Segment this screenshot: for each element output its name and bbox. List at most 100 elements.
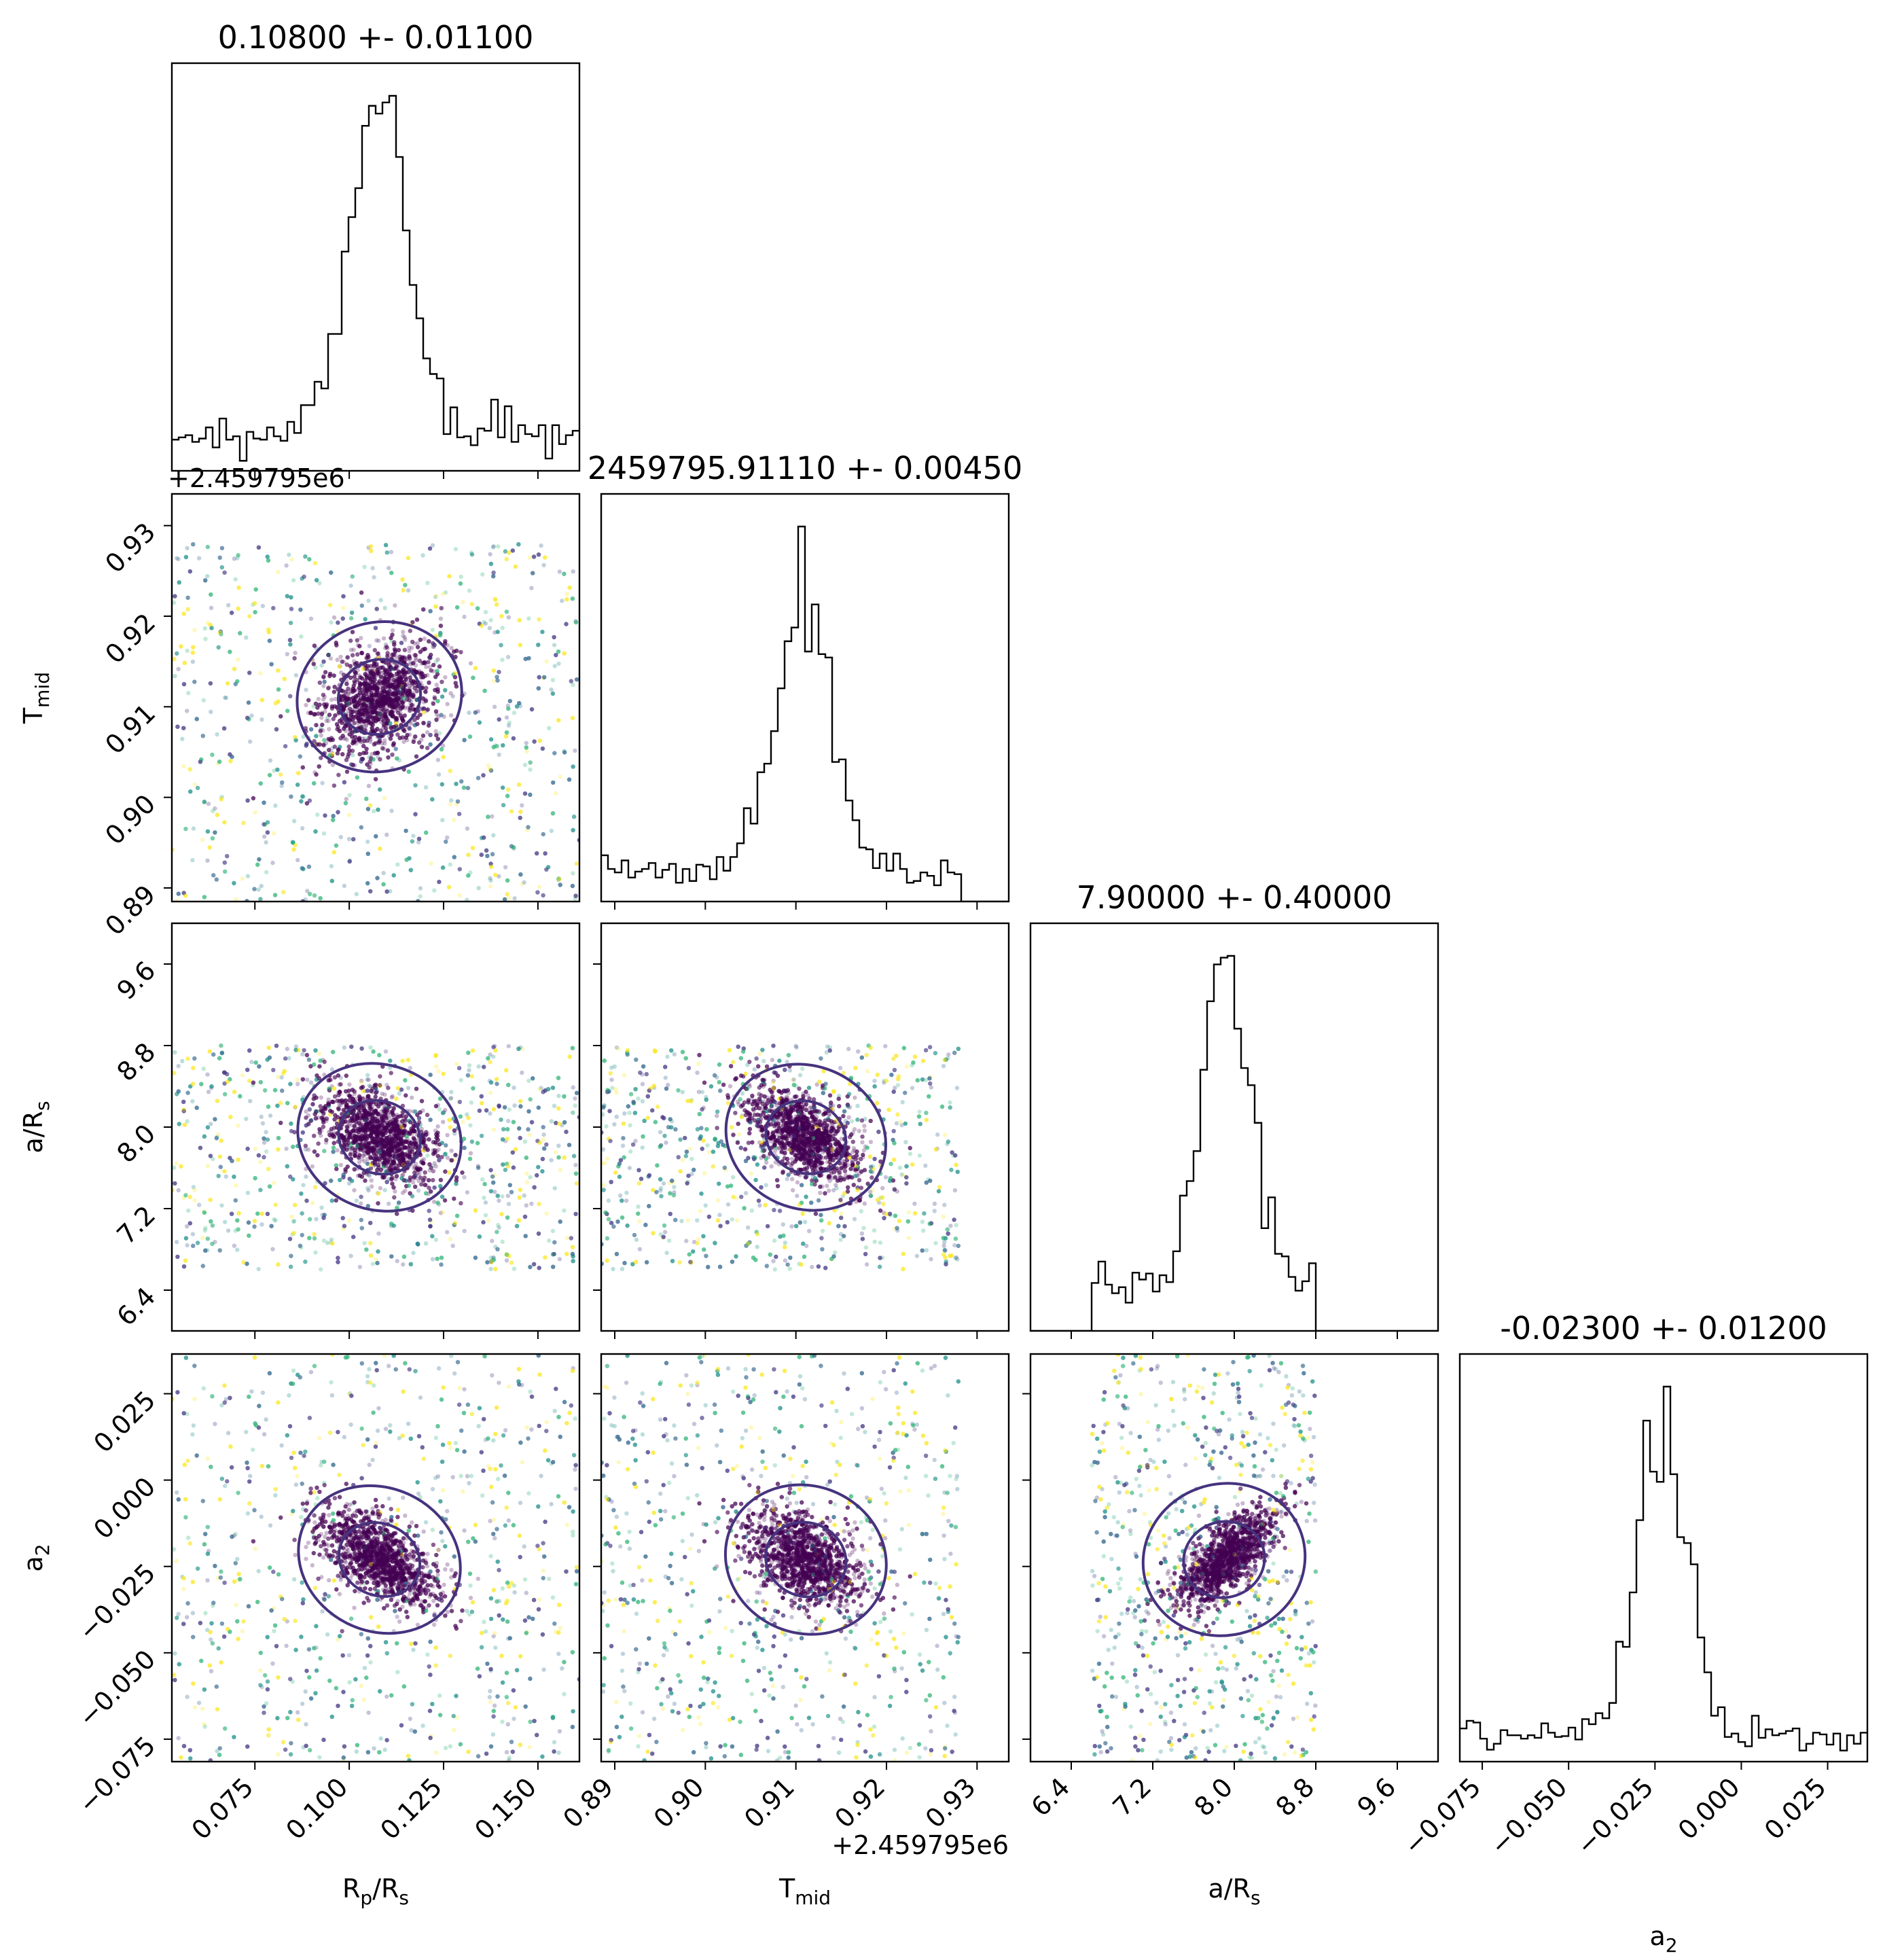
point	[351, 647, 356, 652]
point	[284, 563, 289, 568]
point	[556, 877, 561, 883]
point	[378, 703, 382, 708]
point	[411, 739, 416, 745]
point	[373, 777, 378, 782]
point	[571, 682, 575, 688]
point	[312, 643, 317, 648]
point	[344, 696, 350, 700]
point	[401, 691, 406, 696]
point	[365, 689, 370, 694]
point	[370, 669, 375, 673]
point	[387, 676, 391, 681]
point	[426, 639, 431, 643]
point	[329, 753, 334, 758]
point	[491, 833, 496, 838]
point	[450, 694, 455, 698]
point	[328, 656, 333, 661]
point	[433, 660, 439, 664]
point	[552, 643, 557, 647]
point	[367, 700, 372, 705]
point	[473, 710, 478, 715]
point	[264, 840, 268, 845]
point	[477, 621, 482, 626]
point	[383, 669, 388, 673]
point	[448, 862, 452, 867]
point	[298, 607, 303, 612]
point	[366, 783, 372, 789]
point	[396, 647, 401, 653]
point	[327, 671, 333, 677]
point	[384, 721, 389, 726]
point	[513, 564, 518, 569]
point	[334, 843, 339, 848]
point	[388, 711, 393, 717]
point	[511, 736, 516, 741]
point	[392, 642, 397, 647]
point	[365, 675, 370, 680]
point	[507, 720, 512, 726]
point	[321, 831, 327, 836]
point	[505, 654, 511, 660]
point	[524, 745, 528, 750]
point	[448, 768, 452, 774]
point	[399, 693, 404, 698]
point	[434, 682, 439, 688]
point	[362, 681, 367, 687]
point	[308, 711, 313, 715]
point	[379, 696, 384, 701]
point	[406, 670, 411, 675]
point	[312, 643, 317, 648]
point	[465, 785, 471, 791]
point	[399, 683, 404, 689]
point	[348, 689, 353, 694]
point	[455, 799, 461, 804]
point	[354, 699, 359, 705]
point	[401, 667, 406, 672]
point	[562, 749, 567, 753]
point	[446, 885, 452, 890]
point	[427, 639, 431, 644]
point	[194, 717, 199, 721]
point	[371, 677, 376, 682]
point	[223, 695, 228, 700]
point	[215, 813, 220, 817]
point	[365, 711, 370, 716]
point	[257, 857, 262, 862]
point	[408, 701, 413, 707]
point	[482, 688, 487, 693]
point	[387, 702, 392, 707]
point	[365, 700, 370, 705]
point	[462, 691, 467, 696]
point	[388, 889, 393, 894]
point	[340, 616, 345, 621]
point	[412, 736, 416, 742]
point	[373, 751, 378, 755]
point	[372, 672, 376, 677]
point	[383, 679, 389, 683]
point	[449, 645, 454, 650]
point	[387, 702, 393, 707]
point	[476, 709, 480, 714]
point	[389, 571, 394, 575]
point	[317, 581, 322, 586]
point	[394, 697, 399, 702]
point	[317, 702, 322, 707]
point	[411, 702, 416, 708]
point	[343, 698, 348, 703]
point	[287, 637, 293, 643]
point	[518, 815, 522, 821]
point	[405, 732, 410, 738]
point	[376, 671, 381, 677]
point	[448, 802, 453, 807]
point	[345, 708, 351, 713]
point	[215, 761, 221, 766]
point	[397, 671, 401, 675]
point	[381, 721, 386, 726]
point	[388, 691, 393, 696]
point	[432, 643, 437, 647]
point	[222, 570, 227, 575]
point	[380, 702, 386, 707]
point	[388, 676, 393, 681]
point	[574, 861, 579, 866]
point	[393, 656, 399, 660]
